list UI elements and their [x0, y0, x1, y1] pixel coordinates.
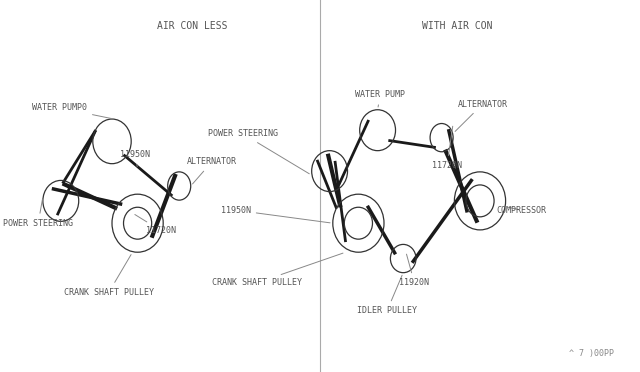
- Text: 11720N: 11720N: [432, 126, 462, 170]
- Text: POWER STEERING: POWER STEERING: [208, 129, 309, 174]
- Text: 11950N: 11950N: [120, 150, 150, 167]
- Text: 11720N: 11720N: [135, 215, 176, 235]
- Text: COMPRESSOR: COMPRESSOR: [497, 206, 547, 215]
- Text: 11950N: 11950N: [221, 206, 330, 223]
- Text: CRANK SHAFT PULLEY: CRANK SHAFT PULLEY: [212, 253, 343, 287]
- Text: WITH AIR CON: WITH AIR CON: [422, 21, 493, 31]
- Text: 11920N: 11920N: [399, 254, 429, 287]
- Text: ALTERNATOR: ALTERNATOR: [187, 157, 237, 184]
- Text: CRANK SHAFT PULLEY: CRANK SHAFT PULLEY: [64, 254, 154, 296]
- Text: WATER PUMP0: WATER PUMP0: [32, 103, 111, 118]
- Text: ^ 7 )00PP: ^ 7 )00PP: [570, 349, 614, 358]
- Text: IDLER PULLEY: IDLER PULLEY: [357, 275, 417, 315]
- Text: POWER STEERING: POWER STEERING: [3, 199, 73, 228]
- Text: ALTERNATOR: ALTERNATOR: [455, 100, 508, 131]
- Text: WATER PUMP: WATER PUMP: [355, 90, 405, 107]
- Text: AIR CON LESS: AIR CON LESS: [157, 21, 227, 31]
